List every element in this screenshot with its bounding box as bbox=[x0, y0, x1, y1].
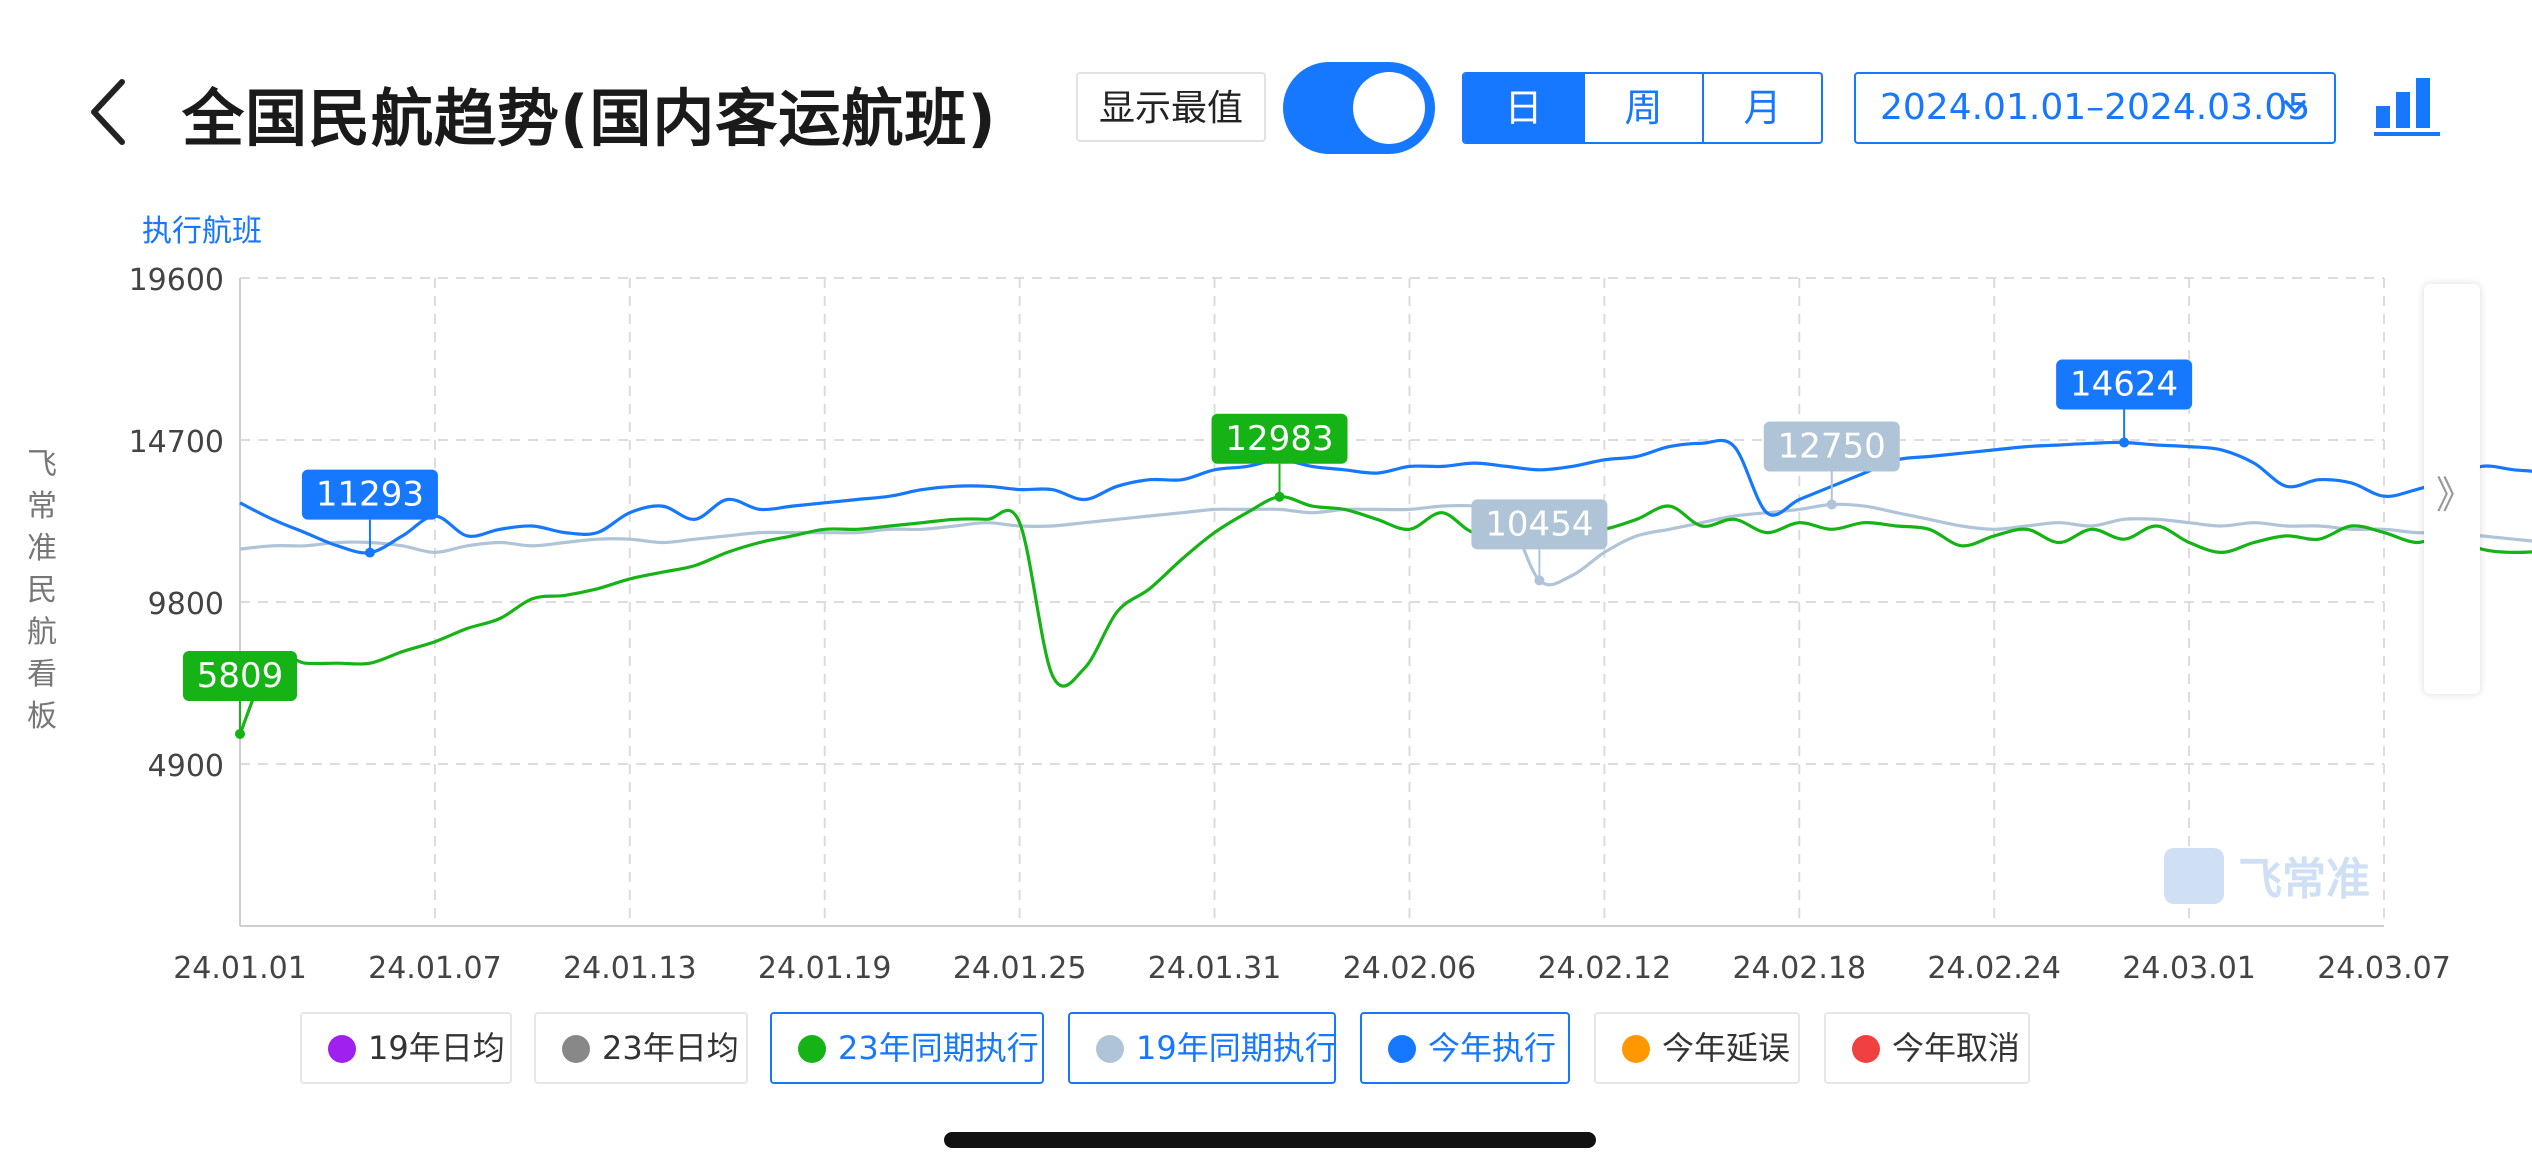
legend-dot bbox=[1096, 1035, 1124, 1063]
home-indicator bbox=[944, 1132, 1596, 1148]
legend-dot bbox=[798, 1035, 826, 1063]
legend-label: 今年延误 bbox=[1662, 1029, 1791, 1067]
bar-chart-button[interactable] bbox=[2374, 76, 2440, 136]
legend-dot bbox=[1388, 1035, 1416, 1063]
legend-item-23-same-period[interactable]: 23年同期执行 bbox=[770, 1012, 1044, 1084]
date-range-value: 2024.01.01–2024.03.05 bbox=[1880, 87, 2311, 128]
x-tick-label: 24.02.12 bbox=[1538, 951, 1672, 986]
legend-dot bbox=[1852, 1035, 1880, 1063]
metric-label: 执行航班 bbox=[142, 214, 262, 249]
double-chevron-right-icon: 》 bbox=[2436, 473, 2475, 517]
annotation-label: 12983 bbox=[1225, 419, 1333, 459]
annotation-label: 14624 bbox=[2070, 365, 2178, 405]
y-tick-label: 4900 bbox=[148, 749, 224, 784]
series-line-this-year bbox=[239, 438, 2532, 555]
legend-item-23-daily-avg[interactable]: 23年日均 bbox=[534, 1012, 748, 1084]
x-tick-label: 24.03.01 bbox=[2122, 951, 2256, 986]
expand-panel-button[interactable]: 》 bbox=[2424, 284, 2480, 694]
y-tick-label: 9800 bbox=[148, 587, 224, 622]
legend-label: 19年日均 bbox=[368, 1029, 505, 1067]
x-tick-label: 24.02.18 bbox=[1732, 951, 1866, 986]
legend-item-19-daily-avg[interactable]: 19年日均 bbox=[300, 1012, 512, 1084]
show-max-button[interactable]: 显示最值 bbox=[1076, 72, 1266, 142]
watermark-text: 飞常准 bbox=[2238, 854, 2370, 905]
legend-label: 23年同期执行 bbox=[838, 1029, 1039, 1067]
x-tick-label: 24.02.24 bbox=[1927, 951, 2061, 986]
bar-chart-icon bbox=[2374, 78, 2440, 136]
annotation-label: 12750 bbox=[1778, 426, 1886, 466]
annotation-box bbox=[301, 469, 438, 520]
annotation-box bbox=[1471, 499, 1608, 550]
toggle-knob bbox=[1353, 72, 1425, 144]
legend-item-this-year-cancel[interactable]: 今年取消 bbox=[1824, 1012, 2030, 1084]
legend-item-this-year[interactable]: 今年执行 bbox=[1360, 1012, 1570, 1084]
x-tick-label: 24.02.06 bbox=[1343, 951, 1477, 986]
chevron-left-icon bbox=[91, 79, 125, 145]
legend-label: 19年同期执行 bbox=[1136, 1029, 1337, 1067]
legend-dot bbox=[328, 1035, 356, 1063]
page-title: 全国民航趋势(国内客运航班) bbox=[182, 82, 997, 155]
segment-month[interactable]: 月 bbox=[1702, 74, 1821, 142]
legend-dot bbox=[562, 1035, 590, 1063]
side-watermark-label: 飞常准民航看板 bbox=[27, 447, 57, 734]
annotation-label: 10454 bbox=[1485, 504, 1593, 544]
series-line-2019 bbox=[239, 502, 2532, 587]
legend-label: 今年执行 bbox=[1428, 1029, 1557, 1067]
annotation-box bbox=[183, 650, 297, 701]
x-tick-label: 24.01.01 bbox=[173, 951, 307, 986]
show-max-toggle[interactable] bbox=[1283, 62, 1435, 154]
annotation-box bbox=[2056, 359, 2193, 410]
segment-week[interactable]: 周 bbox=[1583, 74, 1702, 142]
annotation-label: 5809 bbox=[197, 656, 284, 696]
legend-dot bbox=[1622, 1035, 1650, 1063]
x-tick-label: 24.01.31 bbox=[1148, 951, 1282, 986]
legend-label: 今年取消 bbox=[1892, 1029, 2021, 1067]
annotation-label: 11293 bbox=[316, 475, 424, 515]
watermark-icon bbox=[2164, 848, 2224, 904]
x-tick-label: 24.01.07 bbox=[368, 951, 502, 986]
date-range-select[interactable]: 2024.01.01–2024.03.05 bbox=[1854, 72, 2336, 144]
x-tick-label: 24.01.25 bbox=[953, 951, 1087, 986]
x-tick-label: 24.03.07 bbox=[2317, 951, 2451, 986]
back-button[interactable] bbox=[80, 72, 140, 152]
line-chart: 19600 14700 9800 4900 24.01.01 24.01.07 24.01.… bbox=[129, 263, 2532, 986]
chevron-down-icon bbox=[2284, 100, 2306, 114]
legend-label: 23年日均 bbox=[602, 1029, 739, 1067]
x-tick-label: 24.01.13 bbox=[563, 951, 697, 986]
y-tick-label: 14700 bbox=[129, 425, 224, 460]
annotation-box bbox=[1763, 421, 1900, 472]
y-tick-label: 19600 bbox=[129, 263, 224, 298]
x-tick-label: 24.01.19 bbox=[758, 951, 892, 986]
legend-item-19-same-period[interactable]: 19年同期执行 bbox=[1068, 1012, 1337, 1084]
watermark-logo: 飞常准 bbox=[2164, 848, 2370, 905]
series-line-2023 bbox=[238, 495, 2532, 735]
period-segmented-control: 日 周 月 bbox=[1462, 72, 1823, 144]
legend-item-this-year-delay[interactable]: 今年延误 bbox=[1594, 1012, 1800, 1084]
annotation-box bbox=[1211, 413, 1348, 464]
segment-day[interactable]: 日 bbox=[1464, 74, 1583, 142]
